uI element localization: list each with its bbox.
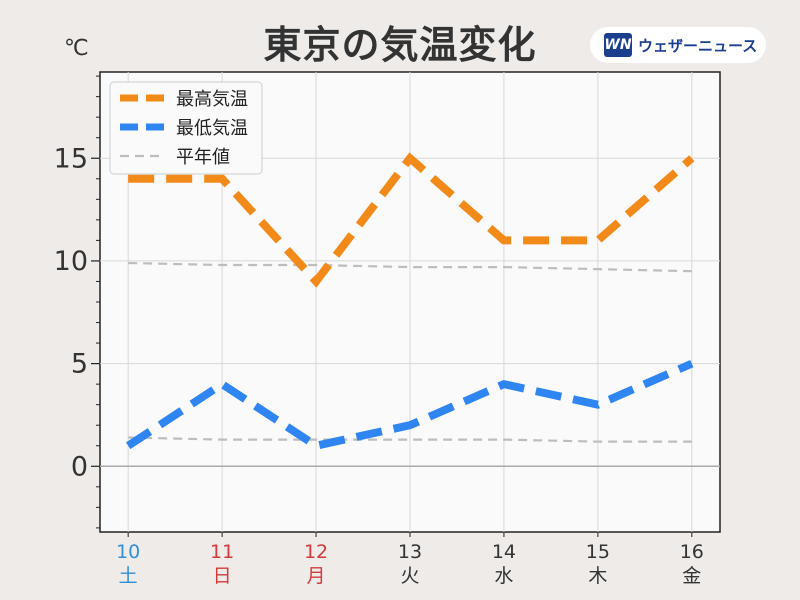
x-tick-label: 14 — [492, 541, 516, 563]
series-line — [125, 359, 694, 451]
series-line — [128, 152, 695, 288]
legend-label: 平年値 — [176, 147, 230, 168]
legend-label: 最高気温 — [176, 89, 248, 110]
y-axis-unit: ℃ — [64, 36, 89, 61]
x-weekday-label: 金 — [682, 565, 701, 587]
x-weekday-label: 日 — [213, 565, 232, 587]
x-weekday-label: 土 — [119, 565, 138, 587]
x-weekday-label: 水 — [494, 565, 513, 587]
brand-name: ウェザーニュース — [638, 37, 758, 55]
y-tick-label: 10 — [54, 246, 88, 277]
series-line — [128, 261, 692, 273]
x-weekday-label: 月 — [307, 565, 326, 587]
x-weekday-label: 火 — [400, 565, 419, 587]
legend-box — [109, 81, 263, 175]
y-tick-label: 5 — [71, 349, 88, 380]
x-tick-label: 16 — [680, 541, 704, 563]
x-tick-label: 11 — [210, 541, 234, 563]
x-weekday-label: 木 — [588, 565, 607, 587]
y-tick-label: 15 — [54, 143, 88, 174]
legend-label: 最低気温 — [176, 118, 248, 139]
brand-mark: WN — [604, 33, 632, 57]
x-tick-label: 12 — [304, 541, 328, 563]
x-tick-label: 15 — [586, 541, 610, 563]
x-tick-label: 10 — [116, 541, 140, 563]
chart-title: 東京の気温変化 — [263, 23, 537, 67]
x-tick-label: 13 — [398, 541, 422, 563]
y-tick-label: 0 — [71, 451, 88, 482]
series-line — [128, 436, 692, 443]
brand-logo: WN ウェザーニュース — [590, 27, 766, 63]
